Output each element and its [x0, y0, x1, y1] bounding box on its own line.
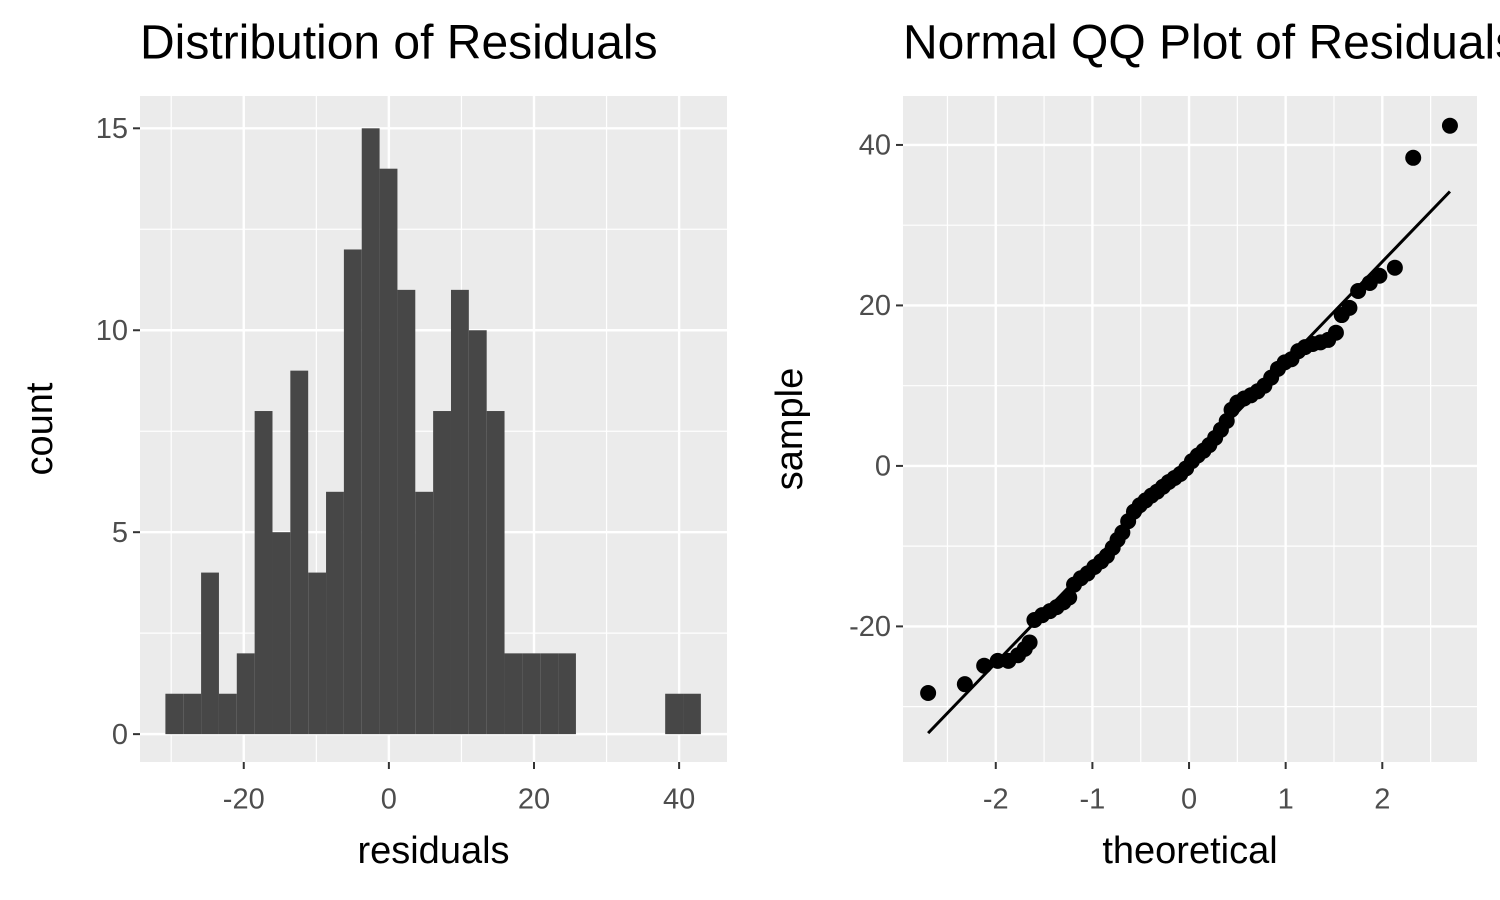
bar: [326, 491, 344, 735]
bar: [343, 249, 362, 735]
bar: [308, 572, 327, 735]
bar: [540, 653, 559, 735]
panel-group: -20 0 20 40 0 5 10 15 Distribution of Residuals r…: [19, 17, 727, 872]
bar: [361, 128, 380, 735]
bar: [504, 653, 523, 735]
point: [1021, 634, 1038, 651]
bar: [272, 532, 291, 735]
bar: [236, 653, 255, 735]
point: [920, 684, 937, 701]
point: [1350, 282, 1367, 299]
bar: [683, 693, 701, 735]
x-tick-label: 0: [381, 784, 397, 816]
bar: [379, 168, 398, 735]
point: [956, 676, 973, 693]
bar: [558, 653, 576, 735]
point: [1341, 299, 1358, 316]
x-tick-label: -2: [983, 784, 1009, 816]
point: [976, 657, 993, 674]
point: [1441, 117, 1458, 134]
bar: [165, 693, 184, 735]
x-tick-label: 0: [1181, 784, 1197, 816]
bar: [218, 693, 237, 735]
y-tick-label: 40: [859, 130, 891, 162]
x-tick-label: 40: [663, 784, 695, 816]
y-tick-label: -20: [849, 611, 891, 643]
x-axis-title: residuals: [357, 830, 509, 872]
bar: [290, 370, 309, 735]
x-tick-label: -20: [223, 784, 265, 816]
bar: [201, 572, 219, 735]
point: [1371, 267, 1388, 284]
point: [1061, 589, 1078, 606]
point: [1405, 149, 1422, 166]
y-tick-label: 10: [96, 315, 128, 347]
y-tick-label: 5: [112, 517, 128, 549]
bar: [433, 411, 451, 735]
panel-group: -2 -1 0 1 2 -20 0 20 40 Normal QQ Plot of Residua…: [769, 17, 1500, 872]
chart-title: Normal QQ Plot of Residuals: [903, 17, 1500, 70]
x-tick-label: 20: [518, 784, 550, 816]
chart-title: Distribution of Residuals: [140, 17, 658, 70]
bar: [450, 289, 469, 735]
y-tick-label: 20: [859, 290, 891, 322]
bar: [254, 411, 273, 735]
y-axis-title: sample: [769, 368, 811, 491]
x-axis-title: theoretical: [1102, 830, 1277, 872]
bar: [468, 330, 487, 735]
y-tick-label: 15: [96, 113, 128, 145]
y-axis-title: count: [19, 382, 61, 475]
bar: [486, 411, 505, 735]
bar: [397, 289, 416, 735]
x-tick-label: 2: [1374, 784, 1390, 816]
bar: [415, 491, 434, 735]
x-tick-label: -1: [1080, 784, 1106, 816]
y-tick-label: 0: [112, 719, 128, 751]
point: [1327, 324, 1344, 341]
point: [1386, 259, 1403, 276]
bar: [183, 693, 202, 735]
y-tick-label: 0: [875, 451, 891, 483]
x-tick-label: 1: [1278, 784, 1294, 816]
bar: [665, 693, 684, 735]
bar: [522, 653, 541, 735]
